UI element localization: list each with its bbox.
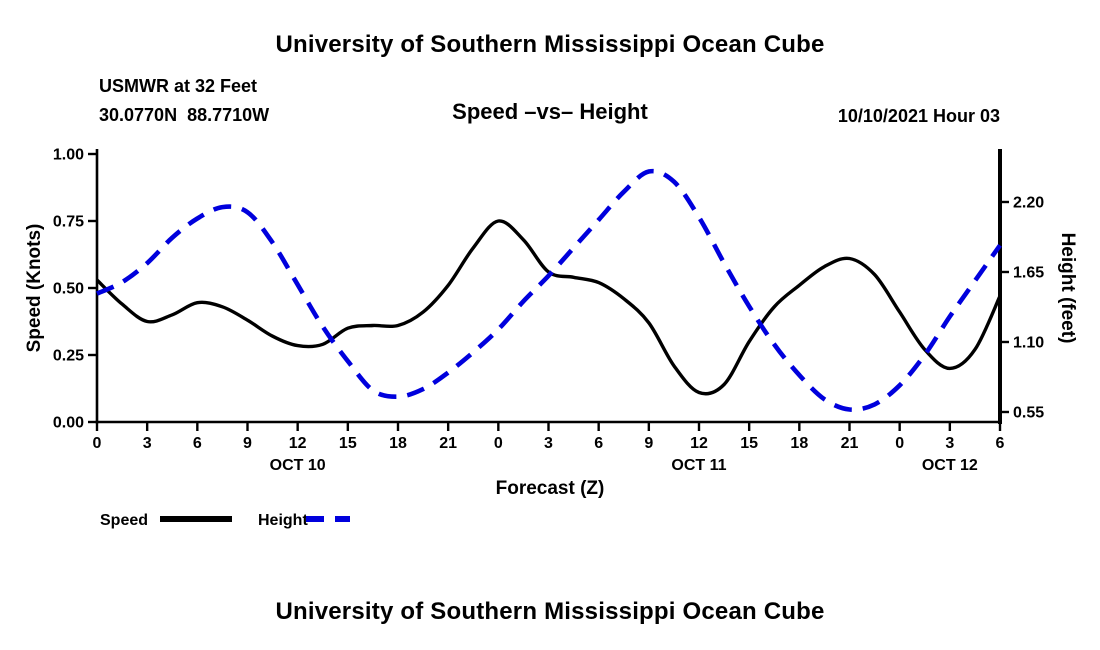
x-tick-label: 15 xyxy=(339,435,357,452)
y-left-tick-label: 0.75 xyxy=(53,214,84,231)
x-date-label: OCT 12 xyxy=(922,457,978,474)
y-right-tick-label: 0.55 xyxy=(1013,405,1044,422)
axes-layer xyxy=(95,149,1002,424)
y-left-tick-label: 0.50 xyxy=(53,281,84,298)
station-label: USMWR at 32 Feet xyxy=(99,76,258,96)
x-tick-label: 18 xyxy=(389,435,407,452)
y-right-tick-label: 2.20 xyxy=(1013,195,1044,212)
x-tick-label: 6 xyxy=(594,435,603,452)
x-tick-label: 21 xyxy=(841,435,859,452)
x-tick-label: 0 xyxy=(93,435,102,452)
x-tick-label: 15 xyxy=(740,435,758,452)
x-tick-label: 18 xyxy=(790,435,808,452)
x-tick-label: 12 xyxy=(289,435,307,452)
y-left-tick-label: 1.00 xyxy=(53,147,84,164)
x-tick-label: 3 xyxy=(945,435,954,452)
x-tick-label: 9 xyxy=(644,435,653,452)
x-tick-label: 21 xyxy=(439,435,457,452)
page-title: University of Southern Mississippi Ocean… xyxy=(275,31,825,58)
y-left-tick-label: 0.25 xyxy=(53,348,84,365)
x-tick-label: 3 xyxy=(544,435,553,452)
height-curve xyxy=(96,168,1002,412)
speed-curve xyxy=(95,219,1002,396)
y-left-axis-label: Speed (Knots) xyxy=(24,224,45,353)
x-tick-label: 0 xyxy=(895,435,904,452)
y-right-axis-label: Height (feet) xyxy=(1057,233,1078,344)
page-footer-title: University of Southern Mississippi Ocean… xyxy=(275,598,825,625)
ticks-layer: 0.00 0.25 0.50 0.75 1.00 0.55 1.10 1.65 2.20 0 3 6 9… xyxy=(53,147,1044,475)
x-tick-label: 6 xyxy=(193,435,202,452)
legend-speed-label: Speed xyxy=(100,512,148,529)
y-right-tick-label: 1.65 xyxy=(1013,265,1044,282)
x-tick-label: 12 xyxy=(690,435,708,452)
x-date-label: OCT 11 xyxy=(671,457,726,474)
x-tick-label: 9 xyxy=(243,435,252,452)
datetime-label: 10/10/2021 Hour 03 xyxy=(837,106,1000,126)
chart-title: Speed –vs– Height xyxy=(452,99,648,124)
x-tick-label: 0 xyxy=(494,435,503,452)
x-date-label: OCT 10 xyxy=(270,457,326,474)
coordinates-label: 30.0770N 88.7710W xyxy=(99,105,270,125)
y-right-tick-label: 1.10 xyxy=(1013,335,1044,352)
x-tick-label: 6 xyxy=(996,435,1005,452)
x-tick-label: 3 xyxy=(143,435,152,452)
legend-height-label: Height xyxy=(258,512,308,529)
curves-layer xyxy=(95,168,1002,412)
x-axis-label: Forecast (Z) xyxy=(496,478,605,499)
y-left-tick-label: 0.00 xyxy=(53,415,84,432)
